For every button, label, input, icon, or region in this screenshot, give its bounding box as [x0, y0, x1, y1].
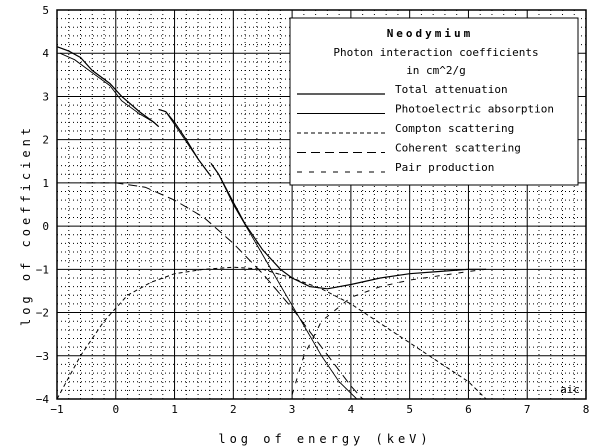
plot-frame: [56, 9, 587, 400]
y-tick-label: −2: [36, 307, 49, 320]
x-tick-label: 1: [171, 403, 178, 416]
y-tick-label: 3: [42, 90, 49, 103]
series-line-1: [210, 163, 487, 290]
legend-label-5: Pair production: [395, 161, 494, 174]
y-tick-label: −4: [36, 393, 50, 406]
legend-subtitle-2: in cm^2/g: [406, 64, 466, 77]
x-tick-label: 4: [348, 403, 355, 416]
x-tick-label: 8: [583, 403, 590, 416]
series-line-4: [86, 182, 363, 400]
series-line-2: [210, 163, 358, 400]
legend-label-4: Coherent scattering: [395, 142, 521, 155]
legend-label-1: Total attenuation: [395, 83, 508, 96]
series-line-3: [56, 266, 487, 400]
plot-series: [56, 46, 487, 400]
x-tick-label: 3: [289, 403, 296, 416]
y-tick-label: 2: [42, 134, 49, 147]
y-axis-label: log of coefficient: [19, 124, 33, 326]
series-line-2: [158, 108, 212, 177]
y-tick-label: 1: [42, 177, 49, 190]
x-axis-label: log of energy (keV): [218, 432, 431, 446]
legend-title: Neodymium: [387, 27, 474, 40]
x-tick-label: 7: [524, 403, 531, 416]
series-line-2: [59, 52, 160, 128]
series-line-1: [56, 46, 160, 128]
legend-box: [289, 17, 579, 186]
legend-label-3: Compton scattering: [395, 122, 514, 135]
y-tick-label: 4: [42, 47, 49, 60]
legend-subtitle-1: Photon interaction coefficients: [333, 46, 538, 59]
y-tick-label: 5: [42, 4, 49, 17]
x-tick-label: −1: [50, 403, 63, 416]
plot-border: [56, 9, 587, 400]
x-tick-label: 0: [112, 403, 119, 416]
legend-label-2: Photoelectric absorption: [395, 103, 554, 116]
y-tick-label: −1: [36, 263, 49, 276]
legend-items: Total attenuation Photoelectric absorptio…: [297, 83, 554, 174]
series-line-5: [291, 268, 487, 395]
x-tick-label: 5: [406, 403, 413, 416]
y-tick-label: 0: [42, 220, 49, 233]
tick-labels: −1 0 1 2 3 4 5 6 7 8 5 4 3 2 1 0 −1 −2 −3 −4: [36, 4, 590, 416]
x-tick-label: 2: [230, 403, 237, 416]
y-tick-label: −3: [36, 350, 49, 363]
legend: Neodymium Photon interaction coefficient…: [289, 17, 579, 186]
corner-label: aic: [560, 383, 580, 396]
x-tick-label: 6: [465, 403, 472, 416]
